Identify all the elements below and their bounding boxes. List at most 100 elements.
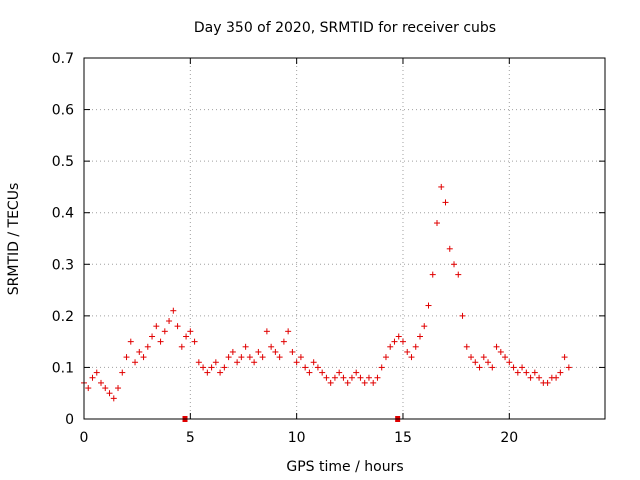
data-point bbox=[434, 220, 441, 227]
data-point bbox=[365, 374, 372, 381]
data-point bbox=[89, 374, 96, 381]
data-point bbox=[476, 364, 483, 371]
data-point bbox=[170, 307, 177, 314]
data-point bbox=[438, 183, 445, 190]
data-point bbox=[178, 343, 185, 350]
data-point bbox=[391, 338, 398, 345]
data-point bbox=[404, 348, 411, 355]
data-point bbox=[263, 328, 270, 335]
data-point bbox=[429, 271, 436, 278]
data-point bbox=[268, 343, 275, 350]
data-point bbox=[416, 333, 423, 340]
data-point bbox=[289, 348, 296, 355]
data-point bbox=[234, 359, 241, 366]
data-point bbox=[98, 379, 105, 386]
data-point bbox=[259, 354, 266, 361]
grid-lines bbox=[84, 58, 605, 419]
data-point bbox=[323, 374, 330, 381]
data-point bbox=[319, 369, 326, 376]
data-point bbox=[399, 338, 406, 345]
data-point bbox=[302, 364, 309, 371]
data-point bbox=[242, 343, 249, 350]
data-point bbox=[238, 354, 245, 361]
data-point bbox=[446, 245, 453, 252]
data-point bbox=[200, 364, 207, 371]
data-point bbox=[123, 354, 130, 361]
data-point bbox=[536, 374, 543, 381]
x-axis-label: GPS time / hours bbox=[286, 459, 403, 475]
data-point bbox=[463, 343, 470, 350]
data-point bbox=[144, 343, 151, 350]
x-tick-label: 20 bbox=[500, 430, 518, 446]
data-points bbox=[81, 183, 572, 402]
data-point bbox=[136, 348, 143, 355]
y-tick-label: 0.6 bbox=[52, 103, 74, 119]
data-point bbox=[455, 271, 462, 278]
data-point bbox=[251, 359, 258, 366]
x-tick-label: 10 bbox=[288, 430, 306, 446]
data-point bbox=[115, 385, 122, 392]
data-point bbox=[348, 374, 355, 381]
y-axis-label: SRMTID / TECUs bbox=[6, 183, 22, 296]
data-point bbox=[127, 338, 134, 345]
data-point bbox=[506, 359, 513, 366]
data-point bbox=[225, 354, 232, 361]
data-point bbox=[480, 354, 487, 361]
data-point bbox=[493, 343, 500, 350]
data-point bbox=[85, 385, 92, 392]
y-tick-label: 0.5 bbox=[52, 154, 74, 170]
data-point bbox=[246, 354, 253, 361]
data-point bbox=[395, 333, 402, 340]
data-point bbox=[153, 323, 160, 330]
data-point bbox=[310, 359, 317, 366]
data-point bbox=[387, 343, 394, 350]
data-point bbox=[523, 369, 530, 376]
data-point bbox=[161, 328, 168, 335]
data-point bbox=[531, 369, 538, 376]
x-tick-label: 0 bbox=[80, 430, 89, 446]
data-point bbox=[149, 333, 156, 340]
data-point bbox=[272, 348, 279, 355]
data-point bbox=[140, 354, 147, 361]
data-point bbox=[519, 364, 526, 371]
data-point bbox=[187, 328, 194, 335]
data-point bbox=[221, 364, 228, 371]
data-point bbox=[166, 318, 173, 325]
x-tick-label: 5 bbox=[186, 430, 195, 446]
data-point bbox=[557, 369, 564, 376]
y-tick-label: 0 bbox=[65, 412, 74, 428]
x-tick-label: 15 bbox=[394, 430, 412, 446]
data-point bbox=[378, 364, 385, 371]
data-point bbox=[306, 369, 313, 376]
data-point bbox=[174, 323, 181, 330]
data-point bbox=[408, 354, 415, 361]
data-point bbox=[297, 354, 304, 361]
data-point bbox=[459, 312, 466, 319]
axis-ticks: 0 0.1 0.2 0.3 0.4 0.5 0.6 0.7 0 5 10 15 20 bbox=[52, 51, 605, 446]
data-point bbox=[514, 369, 521, 376]
data-point bbox=[132, 359, 139, 366]
data-point bbox=[451, 261, 458, 268]
data-point bbox=[527, 374, 534, 381]
y-tick-label: 0.7 bbox=[52, 51, 74, 67]
data-point bbox=[157, 338, 164, 345]
data-point bbox=[93, 369, 100, 376]
data-point bbox=[370, 379, 377, 386]
data-point bbox=[510, 364, 517, 371]
data-point bbox=[553, 374, 560, 381]
data-point bbox=[191, 338, 198, 345]
data-point bbox=[412, 343, 419, 350]
data-point bbox=[374, 374, 381, 381]
y-tick-label: 0.2 bbox=[52, 309, 74, 325]
data-point bbox=[344, 379, 351, 386]
data-point bbox=[561, 354, 568, 361]
data-point bbox=[276, 354, 283, 361]
data-point bbox=[357, 374, 364, 381]
data-point bbox=[565, 364, 572, 371]
data-point bbox=[421, 323, 428, 330]
data-point bbox=[102, 385, 109, 392]
data-point bbox=[119, 369, 126, 376]
plot-frame bbox=[83, 57, 606, 420]
data-point bbox=[183, 333, 190, 340]
data-point bbox=[336, 369, 343, 376]
